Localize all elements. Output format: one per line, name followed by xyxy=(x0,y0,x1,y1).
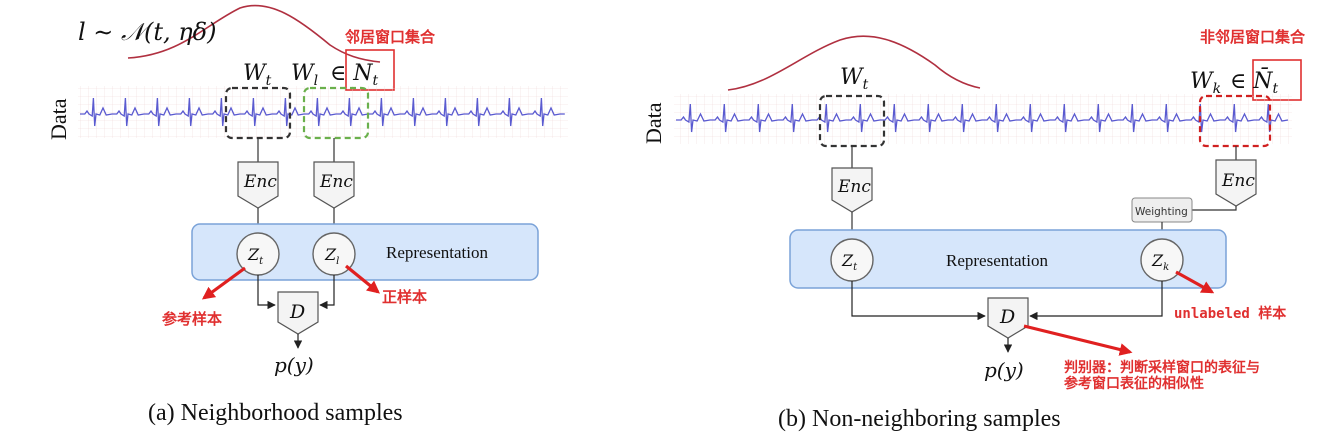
nonneighbor-set-label: ∈ N̄t xyxy=(1230,67,1279,97)
annotation-unlabeled: unlabeled 样本 xyxy=(1174,305,1287,322)
window-target-label-a: Wt xyxy=(243,61,272,89)
encoder-a1-label: Enc xyxy=(243,172,277,192)
encoder-a2 xyxy=(313,161,355,209)
ecg-signal-b xyxy=(676,103,1289,133)
window-neighbor-label: Wl xyxy=(291,61,318,89)
window-nonneighbor-label: Wk xyxy=(1190,69,1221,97)
z-neighbor-label: Zl xyxy=(324,245,339,267)
weighting-label: Weighting xyxy=(1135,206,1188,218)
gaussian-curve-b xyxy=(727,35,981,91)
encoder-b1 xyxy=(831,167,873,213)
window-target-label-b: Wt xyxy=(840,65,869,93)
representation-label-a: Representation xyxy=(386,243,488,262)
output-label-b: p(y) xyxy=(984,358,1024,382)
data-axis-label-b: Data xyxy=(641,102,666,144)
z-nonneighbor-label: Zk xyxy=(1151,251,1169,273)
neighbor-set-label: ∈ Nt xyxy=(330,61,379,89)
neighbor-window xyxy=(302,86,370,140)
edge-zl-to-d xyxy=(319,275,335,310)
encoder-b1-label: Enc xyxy=(837,177,871,197)
representation-panel-b xyxy=(789,229,1227,289)
output-label-a: p(y) xyxy=(274,353,314,377)
encoder-a1 xyxy=(237,161,279,209)
discriminator-a-label: D xyxy=(289,301,305,323)
edge-zt-to-d-b xyxy=(851,281,986,321)
caption-a: (a) Neighborhood samples xyxy=(148,400,403,426)
annotation-nonneighbor-set: 非邻居窗口集合 xyxy=(1200,28,1306,46)
edge-zk-to-d xyxy=(1029,281,1163,321)
caption-b: (b) Non-neighboring samples xyxy=(778,406,1061,432)
arrow-unlabeled xyxy=(1175,270,1215,294)
data-axis-label-a: Data xyxy=(46,98,71,140)
z-target-label-b: Zt xyxy=(841,251,858,273)
representation-label-b: Representation xyxy=(946,251,1048,270)
annotation-neighbor-set: 邻居窗口集合 xyxy=(344,28,436,46)
annotation-reference: 参考样本 xyxy=(162,310,222,328)
arrow-positive xyxy=(344,264,380,294)
z-target-label-a: Zt xyxy=(247,245,264,267)
discriminator-a xyxy=(277,291,319,335)
distribution-label-a: l ∼ 𝒩(t, ηδ) xyxy=(78,18,217,46)
arrow-discriminator xyxy=(1023,324,1133,356)
ecg-signal-a xyxy=(80,97,565,127)
encoder-a2-label: Enc xyxy=(319,172,353,192)
nonneighbor-window xyxy=(1198,94,1272,148)
encoder-b2 xyxy=(1215,159,1257,207)
connector-enc-to-weighting xyxy=(1192,206,1237,211)
encoder-b2-label: Enc xyxy=(1221,171,1255,191)
signal-strip-b xyxy=(674,94,1292,144)
annotation-discriminator-line2: 参考窗口表征的相似性 xyxy=(1064,375,1204,392)
panel-b: 非邻居窗口集合 Wt Wk ∈ N̄t Data Enc Enc Weighti… xyxy=(641,28,1306,432)
annotation-positive: 正样本 xyxy=(382,288,427,306)
signal-strip-a xyxy=(78,86,568,138)
annotation-discriminator-line1: 判别器：判断采样窗口的表征与 xyxy=(1064,359,1260,376)
discriminator-b-label: D xyxy=(999,306,1015,328)
panel-a: l ∼ 𝒩(t, ηδ) 邻居窗口集合 Wt Wl ∈ Nt Data Enc … xyxy=(46,4,568,426)
edge-zt-to-d-a xyxy=(257,275,276,310)
discriminator-b xyxy=(987,297,1029,339)
arrow-reference xyxy=(201,266,246,300)
